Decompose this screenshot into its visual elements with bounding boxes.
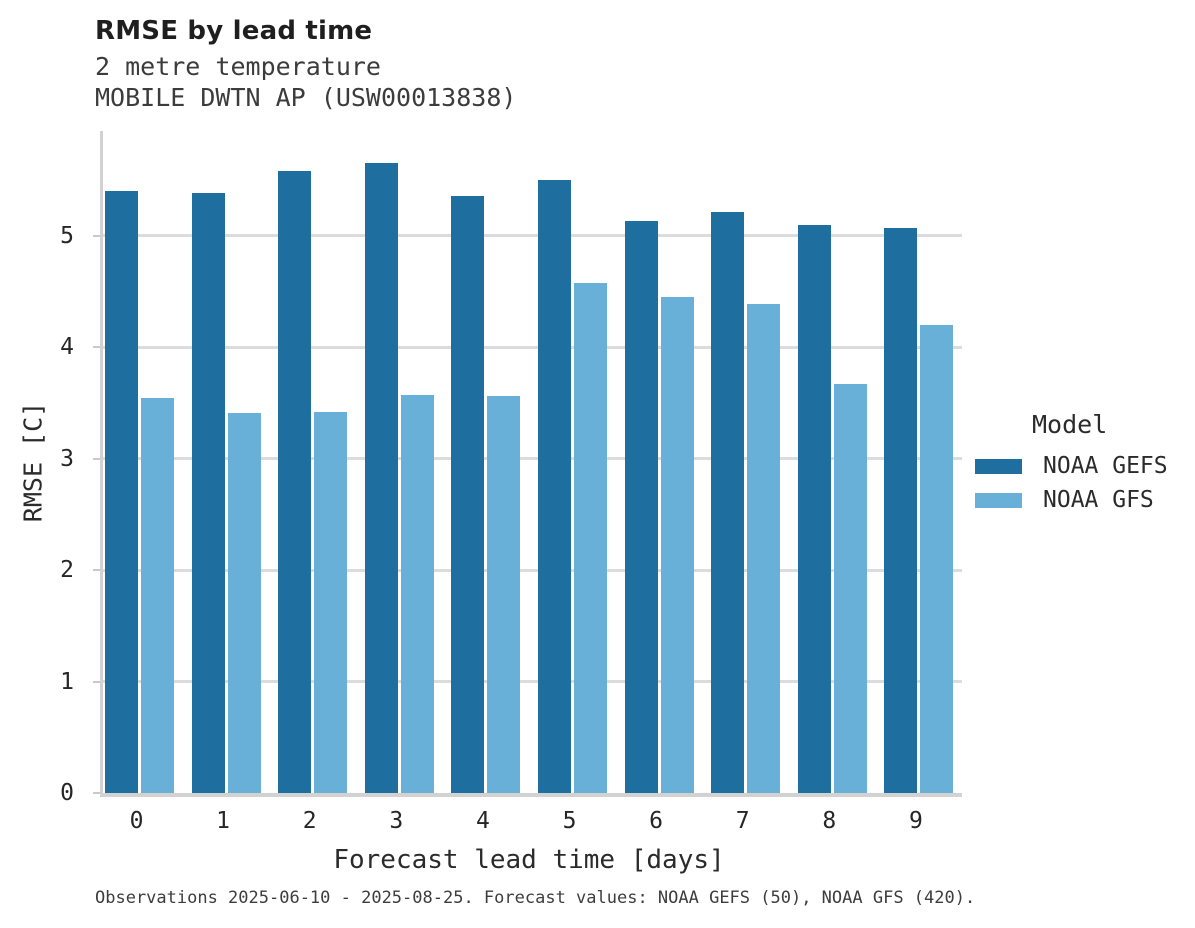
footer-caption: Observations 2025-06-10 - 2025-08-25. Fo…	[95, 888, 976, 908]
x-tick-label-6: 6	[649, 808, 664, 834]
bar-noaa-gfs-0	[141, 398, 174, 793]
bar-noaa-gfs-7	[747, 303, 781, 793]
bar-noaa-gefs-9	[884, 227, 918, 793]
x-tick-label-8: 8	[822, 808, 837, 834]
bar-noaa-gfs-8	[833, 384, 867, 793]
x-tick-label-7: 7	[735, 808, 750, 834]
x-tick-label-3: 3	[389, 808, 404, 834]
chart-station-subtitle: MOBILE DWTN AP (USW00013838)	[95, 83, 517, 112]
gridline-y-5	[103, 234, 962, 238]
chart-subtitle: 2 metre temperature	[95, 52, 381, 81]
x-tick-label-2: 2	[302, 808, 317, 834]
y-tick-mark-2	[93, 569, 100, 572]
plot-area	[100, 131, 962, 797]
bar-noaa-gefs-4	[451, 195, 485, 793]
gridline-y-4	[103, 345, 962, 349]
gridline-y-3	[103, 457, 962, 461]
bar-noaa-gfs-3	[400, 395, 434, 793]
bar-noaa-gfs-5	[574, 282, 607, 793]
y-tick-mark-4	[93, 346, 100, 349]
bar-noaa-gefs-8	[797, 224, 831, 793]
bar-noaa-gfs-6	[660, 297, 694, 793]
bar-noaa-gefs-7	[711, 212, 745, 793]
x-tick-label-0: 0	[129, 808, 144, 834]
bar-noaa-gfs-2	[314, 411, 348, 793]
y-tick-label-3: 3	[60, 445, 74, 472]
legend-item-noaa-gfs: NOAA GFS	[975, 483, 1168, 517]
bar-noaa-gefs-5	[538, 180, 571, 793]
bar-noaa-gfs-4	[487, 396, 521, 793]
y-tick-mark-5	[93, 234, 100, 237]
y-tick-mark-3	[93, 457, 100, 460]
y-tick-label-4: 4	[60, 334, 74, 361]
bar-noaa-gefs-1	[191, 193, 225, 793]
gridline-y-1	[103, 680, 962, 684]
legend-swatch-noaa-gefs	[975, 458, 1022, 474]
legend: Model NOAA GEFS NOAA GFS	[975, 410, 1168, 517]
bar-noaa-gefs-2	[278, 171, 312, 793]
x-tick-label-4: 4	[475, 808, 490, 834]
y-tick-label-1: 1	[60, 668, 74, 695]
bar-noaa-gefs-3	[364, 163, 398, 793]
legend-item-noaa-gefs: NOAA GEFS	[975, 449, 1168, 483]
bar-noaa-gfs-1	[227, 412, 261, 793]
x-axis-label: Forecast lead time [days]	[333, 845, 725, 875]
y-tick-label-0: 0	[60, 780, 74, 806]
y-tick-mark-1	[93, 680, 100, 683]
x-tick-label-1: 1	[216, 808, 231, 834]
y-tick-label-5: 5	[60, 222, 74, 249]
legend-title: Model	[1032, 410, 1108, 439]
y-tick-label-2: 2	[60, 557, 74, 584]
x-tick-label-5: 5	[562, 808, 577, 834]
y-tick-mark-0	[93, 792, 100, 794]
bar-noaa-gfs-9	[920, 324, 954, 793]
legend-label-noaa-gefs: NOAA GEFS	[1043, 453, 1168, 479]
bar-noaa-gefs-0	[105, 191, 138, 793]
gridline-y-2	[103, 568, 962, 572]
bar-noaa-gefs-6	[624, 221, 658, 793]
x-tick-label-9: 9	[908, 808, 923, 834]
chart-title: RMSE by lead time	[95, 16, 373, 46]
legend-swatch-noaa-gfs	[975, 492, 1022, 508]
legend-items: NOAA GEFS NOAA GFS	[975, 449, 1168, 517]
legend-label-noaa-gfs: NOAA GFS	[1043, 487, 1154, 513]
